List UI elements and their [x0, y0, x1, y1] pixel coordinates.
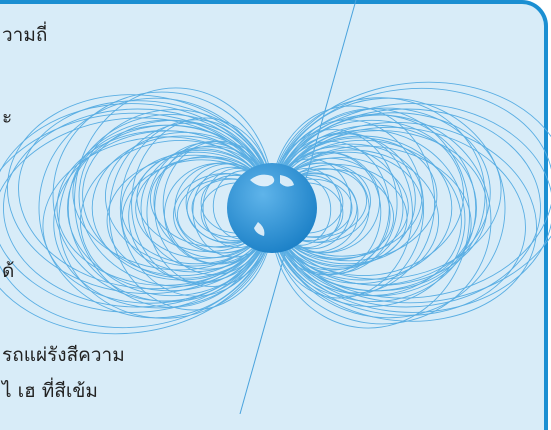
magnetic-field-illustration — [0, 0, 551, 414]
text-line: รถแผ่รังสีความ — [2, 344, 125, 366]
text-line: ด้ — [2, 260, 15, 282]
earth — [227, 163, 317, 253]
earth-clouds — [250, 174, 294, 236]
text-line: ะ — [2, 106, 13, 128]
text-line: ไ เฮ ที่สีเข้ม — [2, 380, 98, 402]
text-line: วามถี่ — [2, 24, 48, 46]
